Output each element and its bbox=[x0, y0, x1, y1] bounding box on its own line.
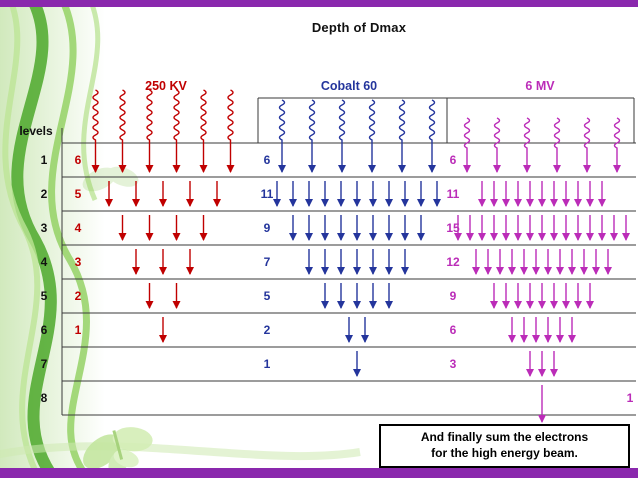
svg-text:5: 5 bbox=[75, 187, 82, 201]
svg-text:6: 6 bbox=[450, 153, 457, 167]
svg-text:4: 4 bbox=[41, 255, 48, 269]
column-header-250kv: 250 KV bbox=[145, 79, 187, 93]
svg-text:2: 2 bbox=[75, 289, 82, 303]
svg-text:1: 1 bbox=[264, 357, 271, 371]
svg-text:8: 8 bbox=[41, 391, 48, 405]
svg-text:2: 2 bbox=[41, 187, 48, 201]
svg-text:1: 1 bbox=[75, 323, 82, 337]
svg-text:5: 5 bbox=[41, 289, 48, 303]
svg-text:6: 6 bbox=[264, 153, 271, 167]
svg-text:2: 2 bbox=[264, 323, 271, 337]
svg-text:7: 7 bbox=[41, 357, 48, 371]
note-box: And finally sum the electrons for the hi… bbox=[379, 424, 630, 468]
svg-text:3: 3 bbox=[41, 221, 48, 235]
column-header-6mv: 6 MV bbox=[525, 79, 555, 93]
svg-text:6: 6 bbox=[450, 323, 457, 337]
svg-text:9: 9 bbox=[264, 221, 271, 235]
svg-text:3: 3 bbox=[75, 255, 82, 269]
svg-text:5: 5 bbox=[264, 289, 271, 303]
svg-text:11: 11 bbox=[261, 187, 274, 201]
top-purple-bar bbox=[0, 0, 638, 7]
column-header-cobalt60: Cobalt 60 bbox=[320, 79, 378, 93]
svg-text:11: 11 bbox=[447, 187, 460, 201]
note-line-1: And finally sum the electrons bbox=[420, 430, 589, 445]
svg-text:3: 3 bbox=[450, 357, 457, 371]
butterfly-icon bbox=[83, 427, 153, 475]
svg-text:4: 4 bbox=[75, 221, 82, 235]
levels-axis-label: levels bbox=[19, 124, 53, 138]
svg-text:9: 9 bbox=[450, 289, 457, 303]
svg-text:6: 6 bbox=[75, 153, 82, 167]
svg-text:1: 1 bbox=[41, 153, 48, 167]
bottom-purple-bar bbox=[0, 468, 638, 478]
svg-text:6: 6 bbox=[41, 323, 48, 337]
svg-text:12: 12 bbox=[446, 255, 460, 269]
svg-text:15: 15 bbox=[446, 221, 460, 235]
svg-text:7: 7 bbox=[264, 255, 271, 269]
page-title: Depth of Dmax bbox=[311, 20, 407, 35]
note-line-2: for the high energy beam. bbox=[431, 446, 578, 460]
svg-text:1: 1 bbox=[627, 391, 634, 405]
